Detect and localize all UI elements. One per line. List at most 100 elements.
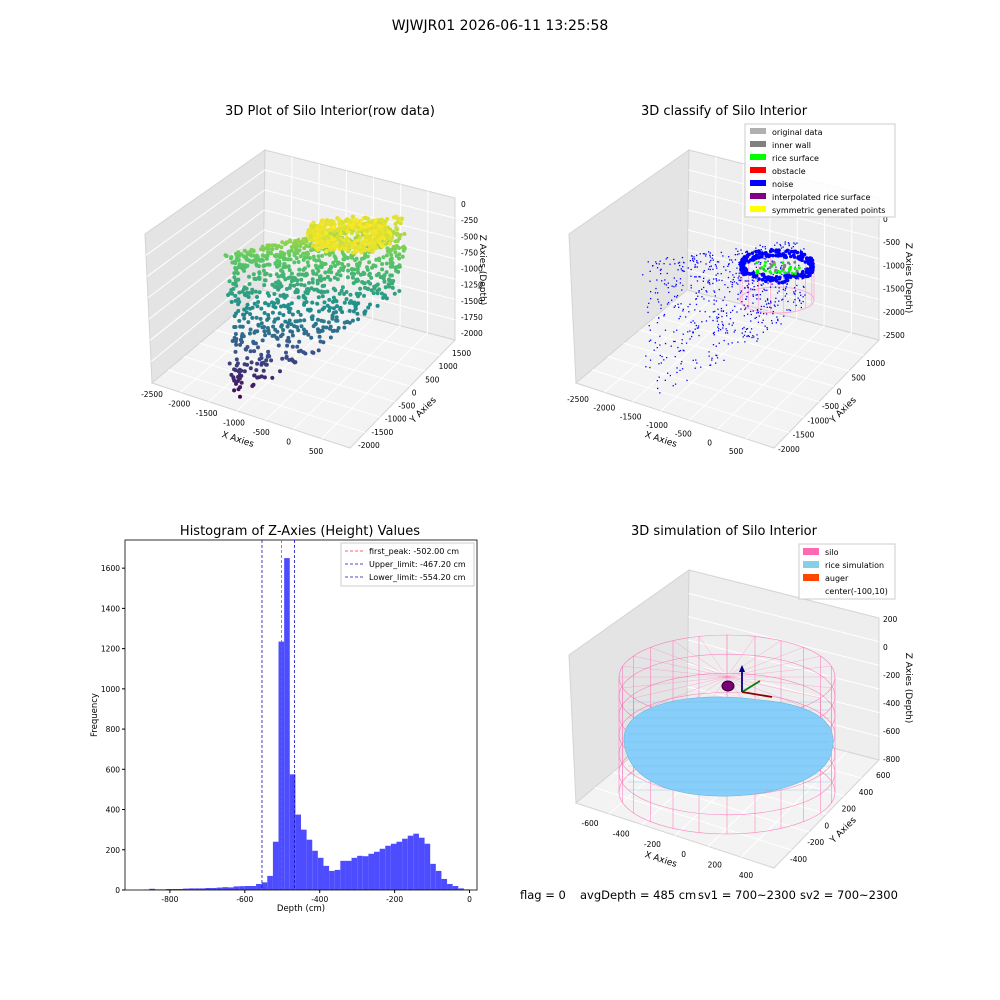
noise-point bbox=[648, 302, 650, 304]
data-point bbox=[270, 333, 275, 338]
data-point bbox=[397, 256, 402, 261]
data-point bbox=[251, 382, 256, 387]
noise-point bbox=[784, 243, 786, 245]
noise-point bbox=[696, 362, 698, 364]
noise-point bbox=[664, 379, 666, 381]
data-point bbox=[289, 245, 294, 249]
grid-line bbox=[591, 369, 790, 434]
data-point bbox=[338, 307, 343, 312]
noise-point bbox=[731, 283, 733, 286]
data-point bbox=[234, 283, 239, 288]
noise-point bbox=[652, 265, 654, 267]
data-point bbox=[333, 264, 337, 268]
data-point bbox=[302, 246, 307, 251]
data-point bbox=[317, 334, 322, 339]
data-point bbox=[309, 335, 314, 340]
data-point bbox=[269, 251, 274, 256]
noise-point bbox=[735, 272, 737, 275]
noise-point bbox=[796, 284, 798, 287]
noise-point bbox=[736, 253, 739, 256]
data-point bbox=[362, 293, 366, 298]
data-point bbox=[350, 267, 355, 272]
data-point bbox=[331, 306, 336, 311]
grid-line bbox=[717, 325, 825, 430]
noise-point bbox=[690, 284, 692, 287]
silo-roof-line bbox=[622, 665, 728, 678]
data-point bbox=[229, 255, 234, 260]
data-point bbox=[365, 287, 370, 291]
ring-point bbox=[760, 254, 764, 259]
data-point bbox=[384, 261, 389, 266]
surface-point bbox=[793, 267, 797, 271]
data-point bbox=[236, 375, 240, 379]
y-axis-label: Frequency bbox=[90, 693, 100, 737]
ring-point bbox=[809, 259, 813, 264]
noise-point bbox=[798, 264, 800, 267]
y-tick-label: 1400 bbox=[101, 604, 120, 613]
noise-point bbox=[765, 313, 768, 315]
data-point bbox=[302, 318, 307, 323]
data-point bbox=[242, 307, 247, 312]
noise-point bbox=[672, 385, 674, 387]
data-point bbox=[264, 256, 269, 261]
noise-point bbox=[696, 261, 698, 263]
data-point bbox=[244, 310, 249, 315]
noise-point bbox=[747, 305, 749, 307]
data-point bbox=[337, 269, 342, 274]
data-point bbox=[289, 248, 294, 253]
noise-point bbox=[786, 293, 788, 295]
noise-point bbox=[666, 272, 668, 275]
data-point bbox=[283, 319, 288, 324]
data-point bbox=[275, 300, 280, 305]
noise-point bbox=[710, 259, 712, 262]
data-point bbox=[313, 263, 318, 268]
data-point bbox=[256, 275, 261, 280]
noise-point bbox=[751, 282, 754, 284]
histogram-bar bbox=[396, 841, 403, 890]
data-point bbox=[259, 352, 264, 357]
data-point bbox=[275, 297, 280, 302]
grid-line bbox=[713, 156, 717, 298]
data-point bbox=[374, 257, 379, 262]
noise-point bbox=[681, 339, 683, 341]
surface-point bbox=[795, 269, 799, 273]
noise-point bbox=[679, 278, 682, 280]
noise-point bbox=[675, 285, 677, 287]
histogram-bar bbox=[424, 843, 431, 890]
data-point bbox=[305, 250, 310, 255]
noise-point bbox=[766, 298, 769, 300]
data-point bbox=[297, 248, 302, 253]
data-point bbox=[264, 362, 269, 367]
surface-point bbox=[755, 261, 759, 265]
noise-point bbox=[738, 261, 740, 264]
noise-point bbox=[674, 263, 676, 265]
data-point bbox=[301, 295, 306, 300]
data-point bbox=[234, 342, 239, 347]
noise-point bbox=[765, 258, 767, 260]
noise-point bbox=[713, 303, 715, 305]
noise-point bbox=[692, 259, 694, 261]
noise-point bbox=[680, 268, 682, 270]
grid-line bbox=[623, 342, 820, 403]
data-point bbox=[327, 308, 332, 313]
x-tick-label: -1500 bbox=[196, 409, 218, 418]
data-point bbox=[265, 262, 270, 267]
noise-point bbox=[752, 279, 754, 281]
noise-point bbox=[717, 326, 719, 328]
data-point bbox=[257, 271, 262, 276]
data-point bbox=[302, 331, 307, 336]
surface-point bbox=[764, 269, 767, 273]
data-point bbox=[256, 345, 260, 350]
data-point bbox=[233, 293, 238, 298]
noise-point bbox=[728, 256, 730, 258]
noise-point bbox=[761, 290, 764, 293]
data-point bbox=[281, 313, 286, 317]
ring-point bbox=[802, 273, 806, 277]
data-point bbox=[335, 304, 339, 309]
y-tick-label: 500 bbox=[851, 373, 866, 382]
data-point bbox=[242, 369, 247, 374]
noise-point bbox=[697, 325, 700, 327]
surface-point bbox=[337, 220, 342, 226]
data-point bbox=[305, 287, 309, 292]
noise-point bbox=[737, 250, 739, 252]
